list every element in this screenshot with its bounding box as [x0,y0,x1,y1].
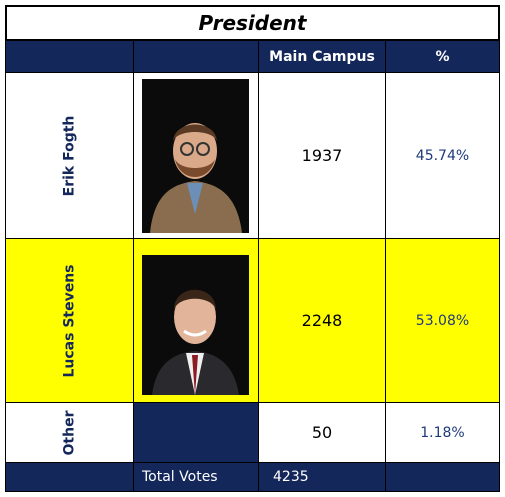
header-cell [133,40,259,73]
total-cell [385,462,500,492]
name-cell: Lucas Stevens [5,238,134,403]
header-cell: % [385,40,500,73]
percent-cell: 45.74% [385,72,500,239]
total-cell [5,462,134,492]
candidate-photo [142,79,249,233]
votes: 50 [311,423,333,442]
photo-art [152,289,239,395]
name-cell: Other [5,402,134,463]
total-label-cell: Total Votes [133,462,259,492]
total-votes-cell: 4235 [258,462,386,492]
photo-cell [133,238,259,403]
name-cell: Erik Fogth [5,72,134,239]
photo-cell [133,402,259,463]
total-votes: 4235 [273,469,309,485]
percent-cell: 53.08% [385,238,500,403]
header-cell [5,40,134,73]
candidate-name: Erik Fogth [61,115,78,196]
candidate-name: Lucas Stevens [61,263,78,378]
percent: 1.18% [420,424,465,441]
title: President [198,11,307,35]
photo-cell [133,72,259,239]
header-votes: Main Campus [269,48,375,65]
votes: 2248 [301,311,343,330]
votes-cell: 1937 [258,72,386,239]
votes-cell: 50 [258,402,386,463]
percent: 53.08% [415,312,470,329]
votes: 1937 [301,146,343,165]
candidate-name: Other [61,410,78,455]
candidate-photo [142,255,249,395]
header-percent: % [435,48,450,65]
header-cell: Main Campus [258,40,386,73]
total-label: Total Votes [142,469,218,485]
title-cell: President [5,5,500,41]
photo-art [150,123,242,233]
percent-cell: 1.18% [385,402,500,463]
percent: 45.74% [415,147,470,164]
votes-cell: 2248 [258,238,386,403]
